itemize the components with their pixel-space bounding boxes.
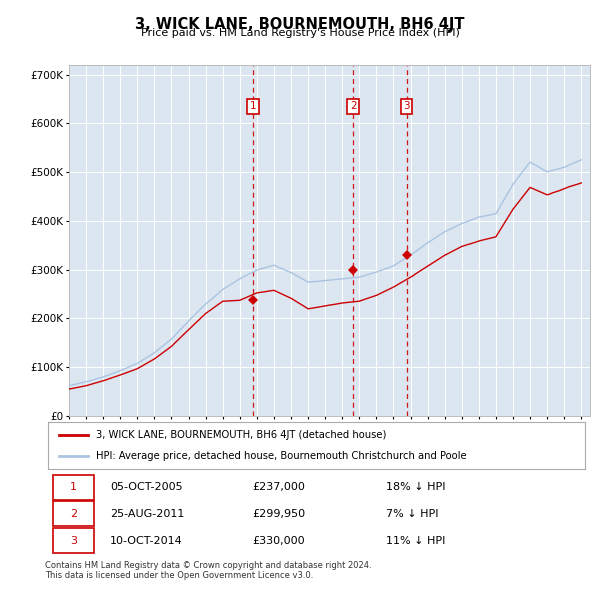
- Text: 25-AUG-2011: 25-AUG-2011: [110, 509, 184, 519]
- FancyBboxPatch shape: [53, 528, 94, 553]
- Text: 3, WICK LANE, BOURNEMOUTH, BH6 4JT: 3, WICK LANE, BOURNEMOUTH, BH6 4JT: [135, 17, 465, 31]
- Text: 3, WICK LANE, BOURNEMOUTH, BH6 4JT (detached house): 3, WICK LANE, BOURNEMOUTH, BH6 4JT (deta…: [97, 430, 387, 440]
- Text: 10-OCT-2014: 10-OCT-2014: [110, 536, 182, 546]
- Text: £237,000: £237,000: [252, 482, 305, 492]
- Text: 1: 1: [250, 101, 256, 112]
- Text: 05-OCT-2005: 05-OCT-2005: [110, 482, 182, 492]
- FancyBboxPatch shape: [53, 502, 94, 526]
- Text: 2: 2: [70, 509, 77, 519]
- FancyBboxPatch shape: [53, 474, 94, 500]
- Text: 7% ↓ HPI: 7% ↓ HPI: [386, 509, 439, 519]
- Text: 18% ↓ HPI: 18% ↓ HPI: [386, 482, 446, 492]
- Text: 1: 1: [70, 482, 77, 492]
- Text: Price paid vs. HM Land Registry's House Price Index (HPI): Price paid vs. HM Land Registry's House …: [140, 28, 460, 38]
- Text: Contains HM Land Registry data © Crown copyright and database right 2024.: Contains HM Land Registry data © Crown c…: [45, 560, 371, 569]
- Text: 3: 3: [70, 536, 77, 546]
- Text: £330,000: £330,000: [252, 536, 305, 546]
- Text: This data is licensed under the Open Government Licence v3.0.: This data is licensed under the Open Gov…: [45, 571, 313, 579]
- Text: HPI: Average price, detached house, Bournemouth Christchurch and Poole: HPI: Average price, detached house, Bour…: [97, 451, 467, 461]
- Text: 11% ↓ HPI: 11% ↓ HPI: [386, 536, 446, 546]
- Text: 3: 3: [403, 101, 410, 112]
- Text: 2: 2: [350, 101, 356, 112]
- Text: £299,950: £299,950: [252, 509, 305, 519]
